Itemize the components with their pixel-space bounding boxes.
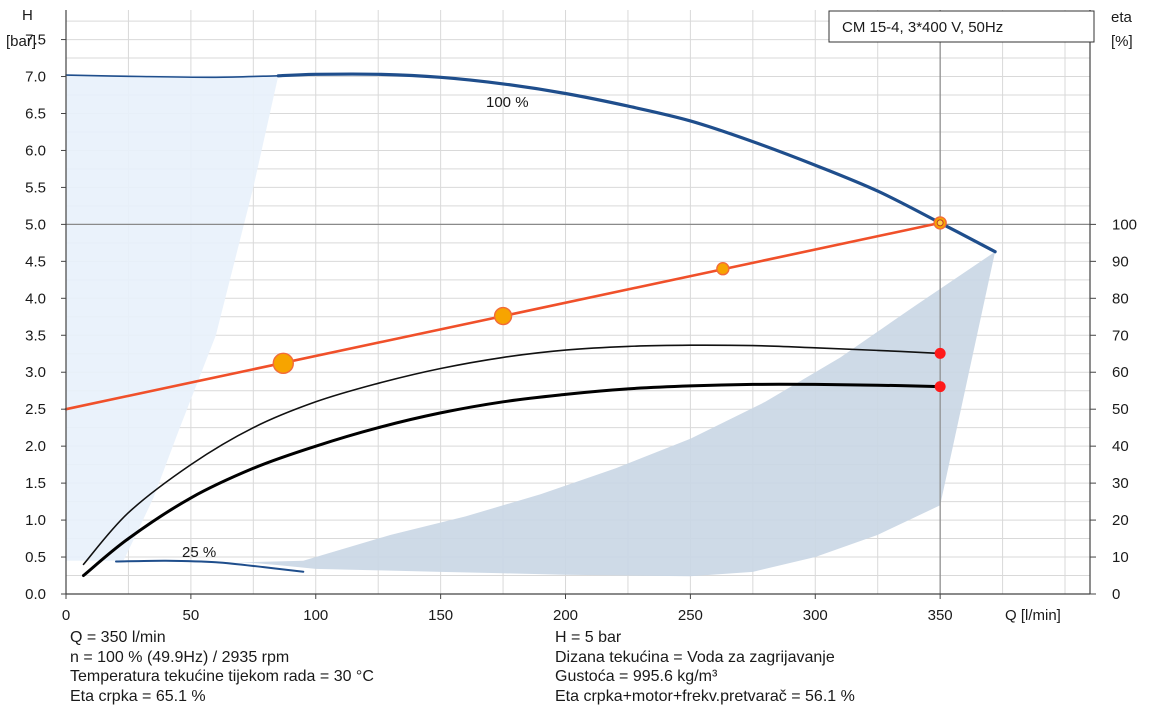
x-tick-label: 50 <box>183 607 200 624</box>
y2-tick-label: 50 <box>1112 401 1129 418</box>
pump-performance-chart: 0 50 100 150 200 250 300 350 0.00.51.01.52.02.5… <box>6 7 1137 624</box>
y-tick-label: 0.0 <box>25 586 46 603</box>
info-head: H = 5 bar <box>555 629 622 646</box>
curve-head-100-extension <box>65 74 280 79</box>
info-eta-total: Eta crpka+motor+frekv.pretvarač = 56.1 % <box>555 687 855 705</box>
x-axis-label: Q [l/min] <box>1005 607 1061 624</box>
x-tick-label: 100 <box>303 607 328 624</box>
y-axis-label-line1: H <box>22 7 33 24</box>
y2-tick-label: 90 <box>1112 253 1129 270</box>
y2-axis-label-line1: eta <box>1111 9 1133 26</box>
y2-tick-label: 60 <box>1112 364 1129 381</box>
operating-area-region <box>123 251 996 577</box>
chart-title: CM 15-4, 3*400 V, 50Hz <box>842 19 1003 36</box>
y-tick-labels: 0.0 0.5 1.0 1.5 2.0 2.5 3.0 3.5 4.0 4.5 5.0 5.5 6.0 6… <box>25 32 66 603</box>
duty-point-marker <box>936 219 944 227</box>
y-tick-label: 5.0 <box>25 216 46 233</box>
y2-tick-labels: 0 10 20 30 40 50 60 70 80 90 100 <box>1090 216 1137 603</box>
system-curve-marker <box>716 262 730 276</box>
legend-box <box>828 10 1095 43</box>
y-tick-label: 2.0 <box>25 438 46 455</box>
light-area-region <box>66 75 279 561</box>
y-tick-label: 5.5 <box>25 179 46 196</box>
y-tick-label: 7.5 <box>25 32 46 49</box>
y-axis-label-line2: [bar] <box>6 33 36 50</box>
info-liquid: Dizana tekućina = Voda za zagrijavanje <box>555 648 835 666</box>
info-panel-right: H = 5 bar Dizana tekućina = Voda za zagr… <box>555 628 855 706</box>
curve-markers <box>272 216 947 393</box>
duty-reference-lines <box>66 10 1090 594</box>
x-tick-label: 200 <box>553 607 578 624</box>
speed-label-min: 25 % <box>182 544 216 561</box>
curve-head-100 <box>276 72 997 254</box>
y2-axis-label-line2: [%] <box>1111 33 1133 50</box>
y-tick-label: 4.0 <box>25 290 46 307</box>
legend: CM 15-4, 3*400 V, 50Hz <box>828 10 1095 43</box>
info-eta-pump: Eta crpka = 65.1 % <box>70 687 206 705</box>
info-panel-left: Q = 350 l/min n = 100 % (49.9Hz) / 2935 … <box>70 628 374 706</box>
curve-eta-pump <box>82 344 941 566</box>
y-tick-label: 6.5 <box>25 105 46 122</box>
info-temperature: Temperatura tekućine tijekom rada = 30 °… <box>70 668 374 685</box>
x-tick-labels: 0 50 100 150 200 250 300 350 <box>62 594 953 624</box>
axes <box>65 10 1091 595</box>
light-operating-area <box>66 75 279 561</box>
y-tick-label: 6.0 <box>25 142 46 159</box>
y-tick-label: 1.5 <box>25 475 46 492</box>
x-tick-label: 0 <box>62 607 70 624</box>
operating-area <box>123 251 996 577</box>
x-tick-label: 150 <box>428 607 453 624</box>
info-speed: n = 100 % (49.9Hz) / 2935 rpm <box>70 648 290 666</box>
y2-tick-label: 10 <box>1112 549 1129 566</box>
y-tick-label: 0.5 <box>25 549 46 566</box>
info-flow: Q = 350 l/min <box>70 629 166 646</box>
y-tick-label: 3.5 <box>25 327 46 344</box>
eta-end-marker <box>934 347 946 359</box>
x-tick-label: 250 <box>678 607 703 624</box>
y-tick-label: 1.0 <box>25 512 46 529</box>
system-curve-marker <box>493 306 513 326</box>
y2-tick-label: 40 <box>1112 438 1129 455</box>
y-tick-label: 3.0 <box>25 364 46 381</box>
curve-head-25 <box>115 559 305 573</box>
y2-tick-label: 100 <box>1112 216 1137 233</box>
y2-tick-label: 0 <box>1112 586 1120 603</box>
system-curve-marker <box>272 352 294 375</box>
y2-tick-label: 30 <box>1112 475 1129 492</box>
y2-tick-label: 80 <box>1112 290 1129 307</box>
eta-end-marker <box>934 381 946 393</box>
y-tick-label: 2.5 <box>25 401 46 418</box>
y-tick-label: 7.0 <box>25 69 46 86</box>
info-density: Gustoća = 995.6 kg/m³ <box>555 668 718 685</box>
x-tick-label: 300 <box>803 607 828 624</box>
x-tick-label: 350 <box>928 607 953 624</box>
y-tick-label: 4.5 <box>25 253 46 270</box>
curve-eta-total <box>82 382 942 577</box>
y2-tick-label: 70 <box>1112 327 1129 344</box>
y2-tick-label: 20 <box>1112 512 1129 529</box>
speed-label-max: 100 % <box>486 94 529 111</box>
